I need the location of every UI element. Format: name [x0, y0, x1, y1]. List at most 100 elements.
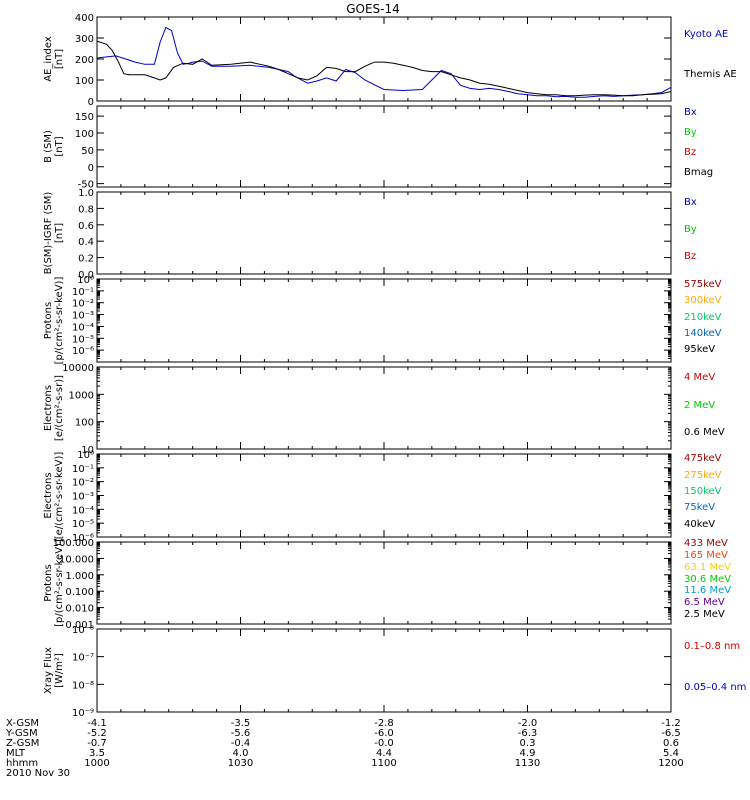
panel-5: 10 100 1000 10000 Electrons [e/(cm²-s-sr)] 4 M…: [43, 363, 725, 456]
legend-entry: Kyoto AE: [684, 29, 728, 40]
x-axis-row-label: Y-GSM: [5, 728, 38, 739]
y-tick-label: 10⁰: [77, 450, 94, 461]
x-axis-tick-value: 1000: [84, 758, 109, 769]
y-tick-label: 0: [88, 97, 94, 108]
y-tick-label: 100: [75, 76, 94, 87]
x-axis-row-label: MLT: [6, 748, 26, 759]
panel-frame: [96, 16, 672, 102]
x-axis-tick-value: -2.0: [518, 718, 538, 729]
legend-entry: 0.05–0.4 nm: [684, 682, 746, 693]
y-tick-label: 0: [88, 163, 94, 174]
x-axis-tick-value: -0.0: [374, 738, 394, 749]
x-axis-tick-value: -2.8: [374, 718, 394, 729]
x-axis-tick-value: -3.5: [231, 718, 251, 729]
x-axis-tick-value: 1030: [228, 758, 253, 769]
panel-frame: [96, 541, 672, 625]
y-tick-label: 100: [75, 418, 94, 429]
legend-entry: 165 MeV: [684, 550, 728, 561]
x-axis-row-label: 2010 Nov 30: [6, 768, 70, 779]
x-axis-tick-value: -6.0: [374, 728, 394, 739]
x-axis-tick-value: 1100: [371, 758, 396, 769]
panel-8: 10⁻⁹ 10⁻⁸ 10⁻⁷ 10⁻⁸ Xray Flux [W/m²] 0.1–0.8 n…: [43, 625, 746, 719]
legend-entry: 2.5 MeV: [684, 609, 725, 620]
y-axis-label: Xray Flux: [43, 647, 54, 694]
series-line-1: [96, 26, 672, 98]
y-tick-label: 1.0: [78, 188, 94, 199]
y-tick-label: 10⁻⁹: [72, 708, 94, 719]
legend-entry: 475keV: [684, 453, 722, 464]
x-axis-row-label: hhmm: [6, 758, 38, 769]
x-axis-tick-value: 5.4: [663, 748, 679, 759]
legend-entry: 6.5 MeV: [684, 597, 725, 608]
legend-entry: 210keV: [684, 312, 722, 323]
x-axis-tick-value: -0.7: [87, 738, 107, 749]
x-axis-tick-value: -5.2: [87, 728, 107, 739]
y-axis-label: Protons: [43, 302, 54, 339]
y-tick-label: 10⁻⁴: [72, 505, 94, 516]
y-tick-label: 10⁻⁵: [72, 334, 94, 345]
y-tick-label: 1000: [69, 390, 94, 401]
panel-3: 0.0 0.2 0.4 0.6 0.8 1.0 B(SM)-IGRF (SM) [nT] Bx B…: [43, 188, 697, 281]
y-axis-label: [p/(cm²-s-sr-keV)]: [54, 539, 65, 627]
y-tick-label: 200: [75, 55, 94, 66]
y-tick-label: 10⁻⁴: [72, 322, 94, 333]
x-axis-row-label: Z-GSM: [6, 738, 39, 749]
legend-entry: Bx: [684, 107, 697, 118]
legend-entry: 95keV: [684, 344, 715, 355]
legend-entry: 150keV: [684, 486, 722, 497]
y-axis-label: B (SM): [43, 130, 54, 163]
y-axis-label: [nT]: [54, 223, 65, 243]
legend-entry: 0.6 MeV: [684, 427, 725, 438]
panel-frame: [96, 628, 672, 713]
x-axis-row-label: X-GSM: [6, 718, 39, 729]
x-axis-tick-value: -4.1: [87, 718, 107, 729]
series-line-2: [96, 40, 672, 97]
legend-entry: 275keV: [684, 470, 722, 481]
y-axis-label: AE_index: [43, 36, 54, 82]
y-tick-label: 10⁻²: [72, 478, 94, 489]
y-tick-label: 10⁻²: [72, 299, 94, 310]
y-axis-label: [e/(cm²-s-sr)]: [54, 375, 65, 441]
y-tick-label: -50: [78, 180, 94, 191]
y-tick-label: 10⁰: [77, 275, 94, 286]
y-tick-label: 100: [75, 129, 94, 140]
legend-entry: 4 MeV: [684, 372, 715, 383]
x-axis-tick-value: -5.6: [231, 728, 251, 739]
legend-entry: Bz: [684, 147, 696, 158]
legend-entry: 30.6 MeV: [684, 574, 731, 585]
y-axis-label: Electrons: [43, 385, 54, 431]
y-axis-label: [nT]: [54, 136, 65, 156]
y-tick-label: 1.000: [65, 571, 94, 582]
y-tick-label: 400: [75, 13, 94, 24]
y-tick-label: 0.100: [65, 587, 94, 598]
y-tick-label: 50: [81, 146, 94, 157]
panel-frame: [96, 191, 672, 275]
y-tick-label: 10⁻⁷: [72, 653, 94, 664]
plot-title: GOES-14: [346, 2, 400, 16]
y-axis-label: B(SM)-IGRF (SM): [43, 192, 54, 275]
y-tick-label: 10⁻³: [72, 311, 94, 322]
panel-6: 10⁻⁶ 10⁻⁵ 10⁻⁴ 10⁻³ 10⁻² 10⁻¹ 10⁰ Electrons [e/(…: [43, 450, 722, 544]
y-axis-label: [W/m²]: [54, 653, 65, 688]
legend-entry: By: [684, 224, 697, 235]
y-tick-label: 0.0: [78, 270, 94, 281]
y-tick-label: 10⁻⁶: [72, 346, 94, 357]
x-axis-tick-value: 4.9: [520, 748, 536, 759]
y-axis-label: Electrons: [43, 472, 54, 518]
x-axis-tick-value: 4.4: [376, 748, 392, 759]
panel-frame: [96, 105, 672, 188]
legend-entry: Themis AE: [683, 69, 737, 80]
legend-entry: 75keV: [684, 502, 715, 513]
y-tick-label: 10⁻³: [72, 492, 94, 503]
legend-entry: 11.6 MeV: [684, 585, 731, 596]
y-tick-label: 100.000: [53, 538, 94, 549]
legend-entry: 0.1–0.8 nm: [684, 641, 740, 652]
x-axis-tick-value: 1200: [658, 758, 683, 769]
y-tick-label: 0.8: [78, 204, 94, 215]
legend-entry: 140keV: [684, 328, 722, 339]
legend-entry: Bmag: [684, 167, 713, 178]
legend-entry: Bz: [684, 251, 696, 262]
panel-7: 0.001 0.010 0.100 1.000 10.000 100.000 Protons…: [43, 538, 731, 631]
y-tick-label: 10⁻⁵: [72, 519, 94, 530]
x-axis-tick-value: 3.5: [89, 748, 105, 759]
